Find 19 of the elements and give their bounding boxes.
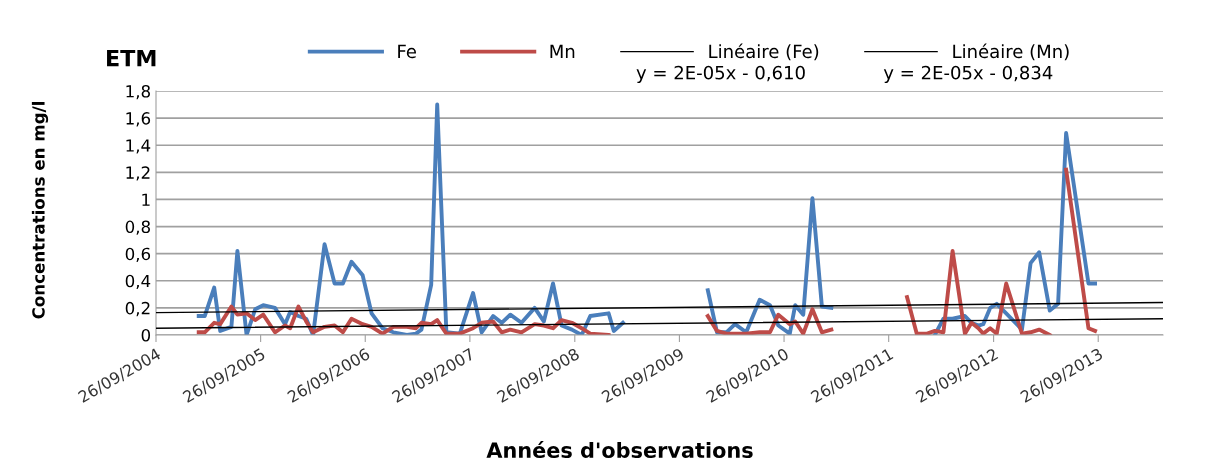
- y-tick-label: 0,4: [125, 274, 151, 290]
- x-axis-title: Années d'observations: [486, 441, 753, 459]
- legend-label: Mn: [550, 44, 575, 58]
- y-tick-label: 0,8: [125, 220, 150, 235]
- chart-title: ETM: [107, 49, 156, 67]
- legend-label: Linéaire (Fe): [709, 43, 819, 61]
- y-tick-label: 0,6: [125, 247, 151, 262]
- y-tick-label: 1,4: [126, 139, 151, 154]
- y-tick-label: 1,2: [126, 166, 150, 181]
- y-tick-label: 1: [142, 193, 150, 206]
- y-tick-label: 1,8: [126, 84, 150, 100]
- legend-label: Fe: [398, 44, 416, 59]
- text: y = 2E-05x - 0,610: [636, 65, 805, 83]
- legend-label: Linéaire (Mn): [953, 43, 1069, 61]
- y-tick-label: 1,6: [126, 112, 151, 127]
- y-axis-title: Concentrations en mg/l: [31, 101, 49, 319]
- y-tick-label: 0: [141, 328, 151, 342]
- y-tick-label: 0,2: [125, 301, 150, 317]
- text: y = 2E-05x - 0,834: [883, 65, 1053, 83]
